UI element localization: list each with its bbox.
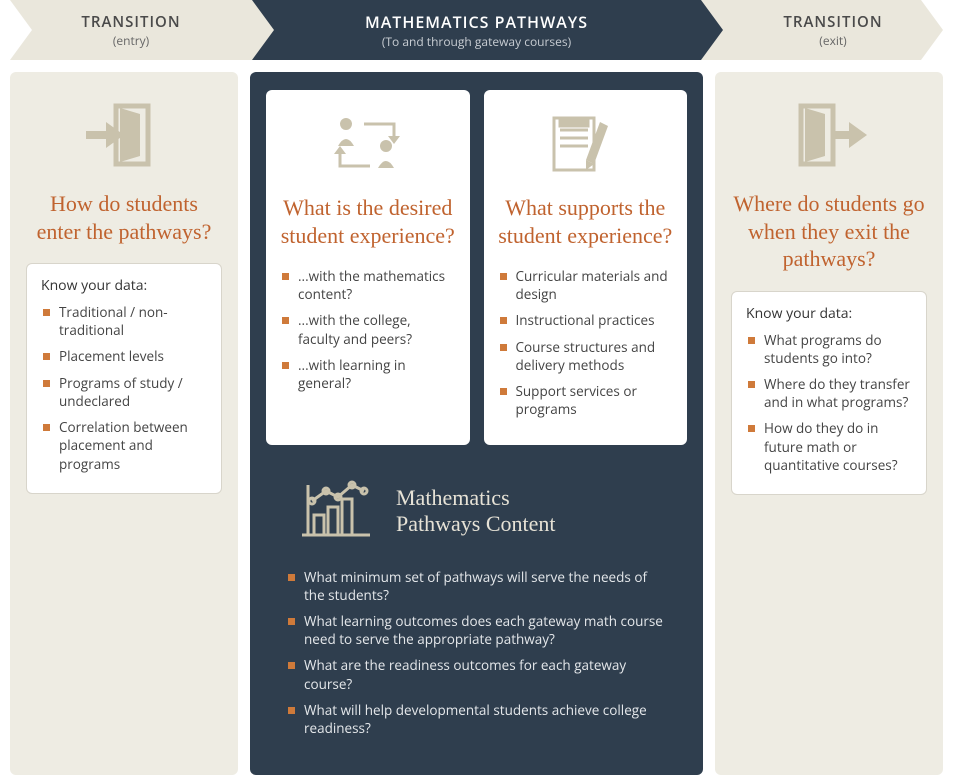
list-item: Traditional / non-traditional bbox=[43, 303, 207, 339]
experience-list: ...with the mathematics content? ...with… bbox=[280, 267, 456, 392]
list-item: Placement levels bbox=[43, 347, 207, 365]
entry-heading: How do students enter the pathways? bbox=[26, 190, 222, 245]
pathway-banner: TRANSITION (entry) MATHEMATICS PATHWAYS … bbox=[10, 0, 943, 60]
list-item: How do they do in future math or quantit… bbox=[748, 419, 912, 474]
list-item: ...with the college, faculty and peers? bbox=[282, 311, 456, 347]
center-column: What is the desired student experience? … bbox=[250, 72, 703, 775]
list-item: ...with the mathematics content? bbox=[282, 267, 456, 303]
exit-column: Where do students go when they exit the … bbox=[715, 72, 943, 775]
banner-left-sub: (entry) bbox=[113, 32, 149, 49]
supports-list: Curricular materials and design Instruct… bbox=[498, 267, 674, 419]
list-item: Programs of study / undeclared bbox=[43, 374, 207, 410]
banner-left-title: TRANSITION bbox=[81, 12, 180, 32]
list-item: What minimum set of pathways will serve … bbox=[288, 568, 667, 604]
mpc-header: Mathematics Pathways Content bbox=[266, 469, 687, 560]
supports-heading: What supports the student experience? bbox=[498, 194, 674, 249]
list-item: Instructional practices bbox=[500, 311, 674, 329]
mpc-title: Mathematics Pathways Content bbox=[396, 485, 556, 538]
mpc-list-wrap: What minimum set of pathways will serve … bbox=[266, 568, 687, 752]
list-item: What learning outcomes does each gateway… bbox=[288, 612, 667, 648]
exit-card: Know your data: What programs do student… bbox=[731, 291, 927, 496]
list-item: Correlation between placement and progra… bbox=[43, 418, 207, 473]
experience-heading: What is the desired student experience? bbox=[280, 194, 456, 249]
list-item: Curricular materials and design bbox=[500, 267, 674, 303]
exit-list: What programs do students go into? Where… bbox=[746, 331, 912, 475]
entry-column: How do students enter the pathways? Know… bbox=[10, 72, 238, 775]
list-item: What are the readiness outcomes for each… bbox=[288, 656, 667, 692]
people-cycle-icon bbox=[280, 110, 456, 180]
list-item: What will help developmental students ac… bbox=[288, 701, 667, 737]
exit-lead: Know your data: bbox=[746, 304, 912, 323]
mpc-title-l2: Pathways Content bbox=[396, 511, 556, 536]
mpc-title-l1: Mathematics bbox=[396, 485, 510, 510]
door-in-icon bbox=[26, 100, 222, 170]
document-pencil-icon bbox=[498, 110, 674, 180]
growth-chart-icon bbox=[300, 477, 378, 546]
exit-heading: Where do students go when they exit the … bbox=[731, 190, 927, 273]
entry-list: Traditional / non-traditional Placement … bbox=[41, 303, 207, 473]
banner-transition-exit: TRANSITION (exit) bbox=[701, 0, 943, 60]
list-item: Where do they transfer and in what progr… bbox=[748, 375, 912, 411]
mpc-list: What minimum set of pathways will serve … bbox=[286, 568, 667, 738]
entry-lead: Know your data: bbox=[41, 276, 207, 295]
banner-center-title: MATHEMATICS PATHWAYS bbox=[365, 11, 588, 33]
list-item: Course structures and delivery methods bbox=[500, 338, 674, 374]
columns: How do students enter the pathways? Know… bbox=[10, 72, 943, 775]
banner-center-sub: (To and through gateway courses) bbox=[382, 33, 571, 50]
list-item: What programs do students go into? bbox=[748, 331, 912, 367]
list-item: Support services or programs bbox=[500, 382, 674, 418]
list-item: ...with learning in general? bbox=[282, 356, 456, 392]
experience-card: What is the desired student experience? … bbox=[266, 90, 470, 445]
banner-right-sub: (exit) bbox=[819, 32, 846, 49]
door-out-icon bbox=[731, 100, 927, 170]
banner-right-title: TRANSITION bbox=[783, 12, 882, 32]
entry-card: Know your data: Traditional / non-tradit… bbox=[26, 263, 222, 494]
center-cards: What is the desired student experience? … bbox=[266, 90, 687, 445]
supports-card: What supports the student experience? Cu… bbox=[484, 90, 688, 445]
banner-transition-entry: TRANSITION (entry) bbox=[10, 0, 252, 60]
banner-math-pathways: MATHEMATICS PATHWAYS (To and through gat… bbox=[252, 0, 701, 60]
